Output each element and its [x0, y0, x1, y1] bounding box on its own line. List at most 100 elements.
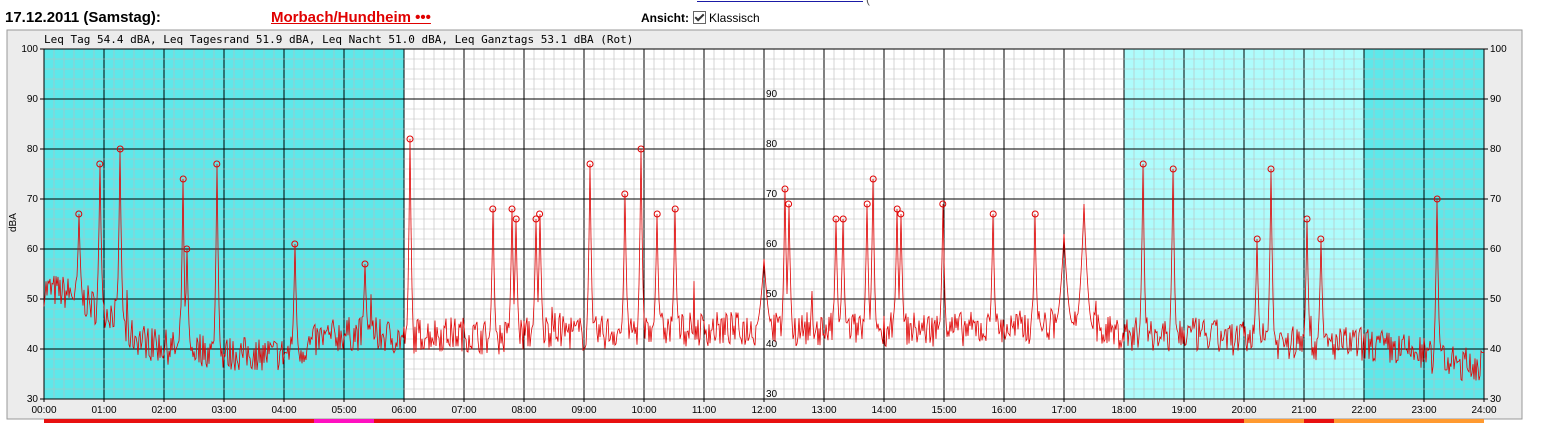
x-tick-label: 16:00	[991, 405, 1016, 416]
y-tick-label-right: 50	[1490, 294, 1502, 305]
period-bar-segment	[374, 419, 1244, 423]
y-tick-label-left: 60	[27, 244, 39, 255]
y-tick-label-left: 100	[21, 44, 38, 55]
x-tick-label: 03:00	[211, 405, 236, 416]
x-tick-label: 15:00	[931, 405, 956, 416]
peak-marker	[586, 160, 594, 168]
peak-marker	[1303, 215, 1311, 223]
peak-marker	[893, 205, 901, 213]
y-tick-label-center: 50	[766, 289, 778, 300]
peak-marker	[869, 175, 877, 183]
y-tick-label-right: 90	[1490, 94, 1502, 105]
y-tick-label-right: 30	[1490, 394, 1502, 405]
x-tick-label: 21:00	[1291, 405, 1316, 416]
x-tick-label: 20:00	[1231, 405, 1256, 416]
peak-marker	[653, 210, 661, 218]
peak-marker	[989, 210, 997, 218]
x-tick-label: 10:00	[631, 405, 656, 416]
peak-marker	[1433, 195, 1441, 203]
header-bar: ( 17.12.2011 (Samstag): Morbach/Hundheim…	[0, 0, 1542, 28]
x-tick-label: 14:00	[871, 405, 896, 416]
period-bar-segment	[1334, 419, 1484, 423]
view-option-label: Klassisch	[709, 11, 760, 25]
y-tick-label-left: 70	[27, 194, 39, 205]
peak-marker	[637, 145, 645, 153]
peak-marker	[183, 245, 191, 253]
cutoff-link-underline	[697, 0, 863, 2]
y-axis-label: dBA	[8, 213, 19, 232]
x-tick-label: 04:00	[271, 405, 296, 416]
peak-marker	[1031, 210, 1039, 218]
x-tick-label: 23:00	[1411, 405, 1436, 416]
peak-marker	[781, 185, 789, 193]
y-tick-label-left: 30	[27, 394, 39, 405]
period-bar-segment	[44, 419, 314, 423]
y-tick-label-right: 40	[1490, 344, 1502, 355]
x-tick-label: 22:00	[1351, 405, 1376, 416]
peak-marker	[1317, 235, 1325, 243]
peak-marker	[406, 135, 414, 143]
classic-view-checkbox[interactable]	[693, 11, 706, 24]
x-tick-label: 09:00	[571, 405, 596, 416]
y-tick-label-center: 90	[766, 89, 778, 100]
peak-marker	[532, 215, 540, 223]
peak-marker	[361, 260, 369, 268]
x-tick-label: 08:00	[511, 405, 536, 416]
peak-marker	[489, 205, 497, 213]
x-tick-label: 13:00	[811, 405, 836, 416]
y-tick-label-right: 70	[1490, 194, 1502, 205]
peak-marker	[512, 215, 520, 223]
period-bar-segment	[1304, 419, 1334, 423]
x-tick-label: 02:00	[151, 405, 176, 416]
peak-marker	[213, 160, 221, 168]
x-tick-label: 11:00	[692, 405, 717, 416]
peak-marker	[75, 210, 83, 218]
y-tick-label-right: 60	[1490, 244, 1502, 255]
chart-title: Leq Tag 54.4 dBA, Leq Tagesrand 51.9 dBA…	[44, 33, 633, 46]
peak-marker	[96, 160, 104, 168]
y-tick-label-left: 40	[27, 344, 39, 355]
y-tick-label-center: 80	[766, 139, 778, 150]
peak-marker	[832, 215, 840, 223]
peak-marker	[621, 190, 629, 198]
x-tick-label: 01:00	[91, 405, 116, 416]
period-bar-segment	[1244, 419, 1304, 423]
peak-marker	[863, 200, 871, 208]
peak-marker	[939, 200, 947, 208]
peak-marker	[1253, 235, 1261, 243]
y-tick-label-center: 60	[766, 239, 778, 250]
peak-marker	[1267, 165, 1275, 173]
station-link[interactable]: Morbach/Hundheim •••	[271, 9, 431, 26]
cutoff-text: (	[866, 0, 870, 6]
peak-marker	[179, 175, 187, 183]
peak-marker	[1139, 160, 1147, 168]
y-tick-label-center: 70	[766, 189, 778, 200]
y-tick-label-right: 100	[1490, 44, 1507, 55]
view-control: Ansicht: Klassisch	[641, 11, 760, 25]
x-tick-label: 19:00	[1171, 405, 1196, 416]
y-tick-label-left: 90	[27, 94, 39, 105]
y-tick-label-center: 40	[766, 339, 778, 350]
peak-marker	[536, 210, 544, 218]
x-tick-label: 24:00	[1471, 405, 1496, 416]
date-label: 17.12.2011 (Samstag):	[5, 9, 161, 26]
peak-marker	[291, 240, 299, 248]
y-tick-label-center: 30	[766, 389, 778, 400]
peak-marker	[1169, 165, 1177, 173]
peak-marker	[785, 200, 793, 208]
x-tick-label: 12:00	[751, 405, 776, 416]
x-tick-label: 05:00	[331, 405, 356, 416]
peak-marker	[116, 145, 124, 153]
x-tick-label: 07:00	[451, 405, 476, 416]
x-tick-label: 18:00	[1111, 405, 1136, 416]
y-tick-label-right: 80	[1490, 144, 1502, 155]
x-tick-label: 06:00	[391, 405, 416, 416]
peak-marker	[508, 205, 516, 213]
x-tick-label: 00:00	[31, 405, 56, 416]
y-tick-label-left: 80	[27, 144, 39, 155]
x-tick-label: 17:00	[1051, 405, 1076, 416]
peak-marker	[897, 210, 905, 218]
period-bar-segment	[314, 419, 374, 423]
view-label: Ansicht:	[641, 11, 689, 25]
